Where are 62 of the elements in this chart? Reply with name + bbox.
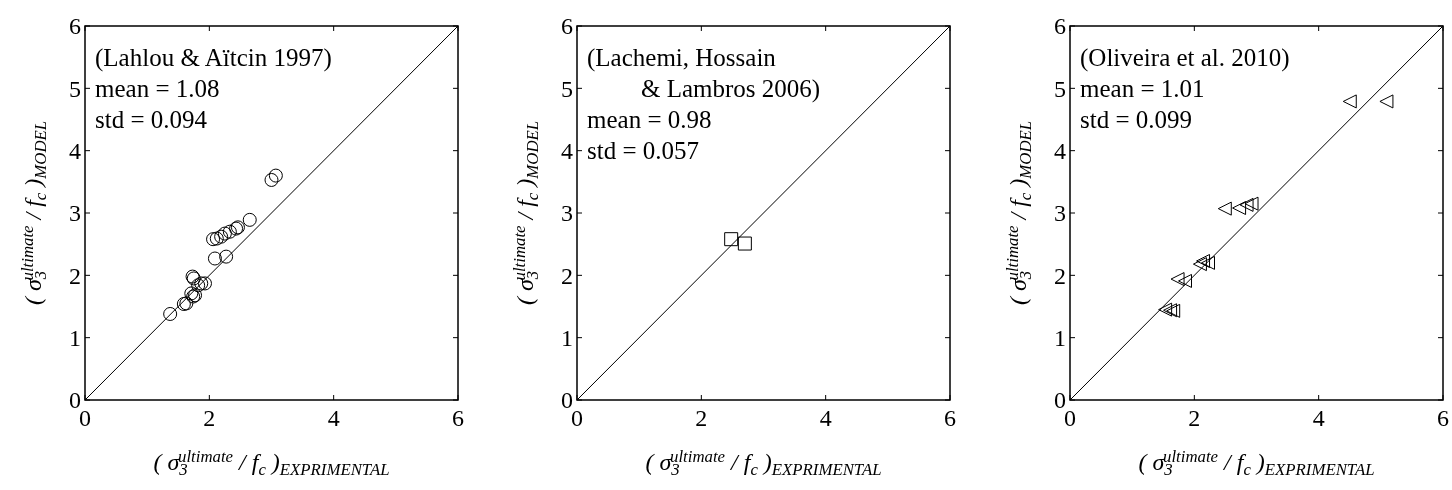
x-axis-title: ( σ$_{3}$$^{ultimate}$ / f$_{c}$ )$_{EXPRIMENTAL}$ [153,447,390,480]
y-tick-label: 1 [69,325,81,352]
annotation: mean = 0.98 [587,106,712,133]
y-tick-label: 4 [69,138,81,165]
y-tick-label: 2 [69,262,81,289]
y-tick-label: 5 [561,75,573,102]
point [1217,201,1232,216]
point [222,224,237,239]
point [1196,254,1211,268]
y-tick-label: 3 [561,200,573,227]
y-tick-label: 3 [69,200,81,227]
x-tick-label: 6 [1437,405,1449,431]
annotation: (Oliveira et al. 2010) [1080,44,1290,72]
annotation: mean = 1.08 [95,75,220,102]
y-tick-label: 5 [1054,75,1066,102]
point [1244,196,1259,211]
point [1379,94,1394,109]
point [1239,197,1254,212]
annotation: std = 0.099 [1080,106,1193,133]
annotation: (Lachemi, Hossain [587,44,777,72]
y-tick-label: 0 [69,387,81,414]
point [1342,94,1357,109]
y-tick-label: 0 [1054,387,1066,414]
point [242,212,257,227]
x-tick-label: 6 [944,405,956,431]
annotation: std = 0.057 [587,137,700,164]
y-tick-label: 0 [561,387,573,414]
y-tick-label: 2 [561,262,573,289]
point [207,251,222,266]
point [268,168,283,183]
point [1192,257,1207,272]
point [264,172,279,187]
x-axis-title: ( σ$_{3}$$^{ultimate}$ / f$_{c}$ )$_{EXPRIMENTAL}$ [645,447,882,480]
x-tick-label: 6 [452,405,464,431]
y-tick-label: 4 [1054,138,1066,165]
x-tick-label: 2 [695,405,708,431]
x-tick-label: 4 [327,405,340,431]
x-tick-label: 4 [819,405,832,431]
y-tick-label: 4 [561,138,573,165]
x-axis-title: ( σ$_{3}$$^{ultimate}$ / f$_{c}$ )$_{EXPRIMENTAL}$ [1138,447,1375,480]
x-tick-label: 2 [1188,405,1201,431]
point [163,306,178,321]
y-tick-label: 6 [69,13,81,40]
y-tick-label: 5 [69,75,81,102]
y-tick-label: 2 [1054,262,1066,289]
point [219,249,234,264]
point [1158,302,1173,317]
annotation: mean = 1.01 [1080,75,1205,102]
y-tick-label: 1 [561,325,573,352]
x-tick-label: 4 [1312,405,1325,431]
point [1201,255,1216,270]
y-tick-label: 6 [561,13,573,40]
point [1178,273,1193,288]
point [1170,272,1185,287]
y-tick-label: 1 [1054,325,1066,352]
x-tick-label: 2 [203,405,216,431]
y-tick-label: 6 [1054,13,1066,40]
point [1232,201,1247,216]
annotation: & Lambros 2006) [641,75,821,103]
annotation: (Lahlou & Aïtcin 1997) [95,44,332,72]
y-tick-label: 3 [1054,200,1066,227]
annotation: std = 0.094 [95,106,208,133]
